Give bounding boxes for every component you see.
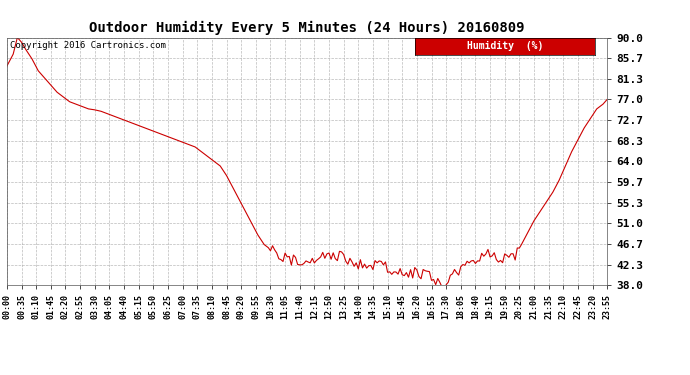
- Title: Outdoor Humidity Every 5 Minutes (24 Hours) 20160809: Outdoor Humidity Every 5 Minutes (24 Hou…: [89, 21, 525, 35]
- Text: Copyright 2016 Cartronics.com: Copyright 2016 Cartronics.com: [10, 41, 166, 50]
